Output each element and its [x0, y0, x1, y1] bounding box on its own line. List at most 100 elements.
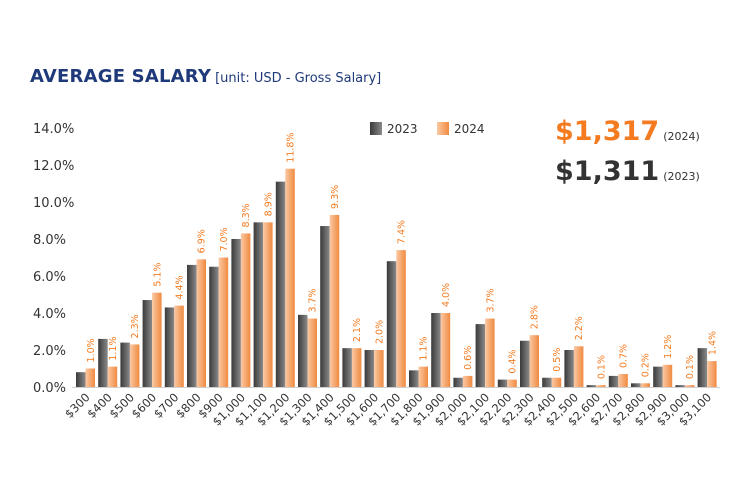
bar-2023 — [320, 226, 330, 387]
legend-label-2024: 2024 — [454, 122, 485, 136]
bar-2023 — [386, 261, 397, 387]
average-2023-value: $1,311 — [555, 156, 660, 187]
bar-2023 — [275, 181, 286, 387]
data-label: 9.3% — [330, 185, 341, 209]
bar-2023 — [520, 340, 530, 387]
data-label: 0.5% — [552, 348, 563, 372]
bar-2024 — [551, 377, 562, 387]
bar-2023 — [653, 366, 663, 387]
bar-2023 — [298, 314, 308, 387]
bar-2023 — [431, 313, 441, 387]
y-tick-label: 10.0% — [33, 196, 74, 211]
bar-2024 — [329, 214, 340, 387]
chart-title-unit: [unit: USD - Gross Salary] — [215, 71, 382, 86]
data-label: 7.0% — [219, 227, 230, 251]
bar-2024 — [374, 350, 384, 387]
bar-2024 — [152, 292, 162, 387]
bar-2024 — [529, 335, 539, 387]
data-label: 2.8% — [530, 305, 541, 329]
data-label: 2.0% — [374, 320, 385, 344]
y-tick-label: 12.0% — [33, 159, 74, 174]
x-tick-label: $700 — [151, 390, 182, 421]
summary-2024: $1,317 (2024) — [555, 116, 700, 147]
data-label: 1.0% — [86, 338, 97, 362]
data-label: 0.7% — [619, 344, 630, 368]
y-tick-label: 6.0% — [33, 270, 66, 285]
bar-2024 — [418, 366, 428, 387]
legend-swatch-2023 — [370, 122, 382, 135]
bar-2024 — [707, 361, 717, 387]
bar-2023 — [142, 300, 153, 387]
x-tick-label: $500 — [106, 390, 137, 421]
bar-2024 — [596, 385, 606, 387]
bar-2023 — [675, 385, 685, 387]
data-label: 3.7% — [485, 288, 496, 312]
data-label: 5.1% — [152, 263, 163, 287]
average-2024-value: $1,317 — [555, 116, 660, 147]
data-label: 0.1% — [685, 355, 696, 379]
bar-2024 — [618, 374, 628, 387]
data-label: 1.1% — [419, 337, 430, 361]
bar-2024 — [218, 257, 229, 387]
bar-2024 — [285, 168, 295, 387]
summary-2023: $1,311 (2023) — [555, 156, 700, 187]
bar-2024 — [196, 259, 206, 387]
x-tick-label: $800 — [173, 390, 204, 421]
bar-2023 — [164, 307, 175, 387]
data-label: 2.1% — [352, 318, 363, 342]
bar-2023 — [98, 338, 108, 387]
data-label: 4.4% — [175, 275, 186, 299]
bar-2023 — [364, 350, 375, 387]
average-2023-label: (2023) — [663, 170, 700, 183]
y-tick-label: 8.0% — [33, 233, 66, 248]
bar-2024 — [107, 366, 118, 387]
bar-2023 — [475, 324, 486, 387]
data-label: 2.2% — [574, 316, 585, 340]
x-tick-label: $600 — [129, 390, 160, 421]
bar-2024 — [263, 222, 273, 387]
bar-2023 — [209, 266, 219, 387]
y-tick-label: 14.0% — [33, 122, 74, 137]
legend-swatch-2024 — [437, 122, 449, 135]
bar-2024 — [129, 344, 140, 387]
bar-2024 — [485, 318, 495, 387]
y-tick-label: 0.0% — [33, 381, 66, 396]
data-label: 0.1% — [596, 355, 607, 379]
x-tick-label: $300 — [62, 390, 93, 421]
bar-2023 — [409, 370, 419, 387]
bar-2024 — [174, 305, 184, 387]
data-label: 6.9% — [197, 229, 208, 253]
data-label: 8.3% — [241, 203, 252, 227]
data-label: 2.3% — [130, 314, 141, 338]
y-tick-label: 4.0% — [33, 307, 66, 322]
x-tick-label: $400 — [84, 390, 115, 421]
data-label: 1.2% — [663, 335, 674, 359]
data-label: 3.7% — [308, 288, 319, 312]
bar-2024 — [462, 375, 473, 387]
data-label: 1.4% — [707, 331, 718, 355]
bar-2024 — [640, 383, 650, 387]
bar-2023 — [697, 348, 708, 387]
bar-2023 — [631, 383, 641, 387]
bar-2024 — [440, 313, 451, 387]
bar-2023 — [608, 375, 619, 387]
bar-2024 — [307, 318, 317, 387]
data-label: 0.2% — [641, 353, 652, 377]
bar-2024 — [240, 233, 251, 387]
y-tick-label: 2.0% — [33, 344, 66, 359]
bar-2023 — [120, 342, 130, 387]
chart-title: AVERAGE SALARY [unit: USD - Gross Salary] — [30, 66, 381, 87]
bar-2023 — [76, 372, 86, 387]
bar-2023 — [586, 385, 597, 387]
bar-2023 — [564, 350, 574, 387]
chart-title-main: AVERAGE SALARY — [30, 66, 212, 87]
legend-label-2023: 2023 — [387, 122, 418, 136]
bar-2024 — [573, 346, 584, 387]
data-label: 4.0% — [441, 283, 452, 307]
data-label: 0.4% — [508, 349, 519, 373]
bar-2024 — [351, 348, 362, 387]
bar-2023 — [231, 239, 241, 387]
bar-2023 — [187, 264, 197, 387]
bar-2024 — [85, 368, 95, 387]
